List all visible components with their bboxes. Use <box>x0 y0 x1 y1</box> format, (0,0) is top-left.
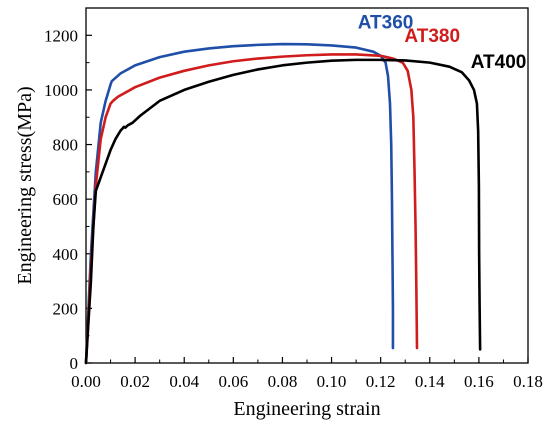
x-tick-label: 0.06 <box>218 372 248 391</box>
y-tick-label: 0 <box>70 354 79 373</box>
x-tick-label: 0.00 <box>71 372 101 391</box>
x-tick-label: 0.16 <box>464 372 494 391</box>
y-tick-label: 400 <box>53 245 79 264</box>
x-tick-label: 0.04 <box>169 372 199 391</box>
series-label-at360: AT360 <box>358 12 414 33</box>
plot-area: 0.00 0.02 0.04 0.06 0.08 0.10 0.12 0.14 0.16 0.18… <box>44 7 543 391</box>
series-label-at400: AT400 <box>471 52 527 73</box>
y-tick-label: 800 <box>53 136 79 155</box>
series-line-at360 <box>84 42 395 365</box>
y-tick-label: 1000 <box>44 81 78 100</box>
y-tick-label: 200 <box>53 299 79 318</box>
x-tick-label: 0.02 <box>120 372 150 391</box>
x-tick-label: 0.18 <box>513 372 543 391</box>
x-tick-label: 0.10 <box>317 372 347 391</box>
series-line-at380 <box>84 53 419 365</box>
x-tick-label: 0.14 <box>415 372 445 391</box>
y-axis-title: Engineering stress(MPa) <box>14 86 36 284</box>
plot-frame <box>85 7 529 364</box>
y-tick-label: 600 <box>53 190 79 209</box>
y-tick-label: 1200 <box>44 26 78 45</box>
series-label-at380: AT380 <box>404 26 460 47</box>
x-tick-label: 0.08 <box>268 372 298 391</box>
x-tick-label: 0.12 <box>366 372 396 391</box>
series-curves <box>84 42 482 365</box>
series-line-at400 <box>84 58 482 365</box>
x-axis-title: Engineering strain <box>233 398 380 420</box>
